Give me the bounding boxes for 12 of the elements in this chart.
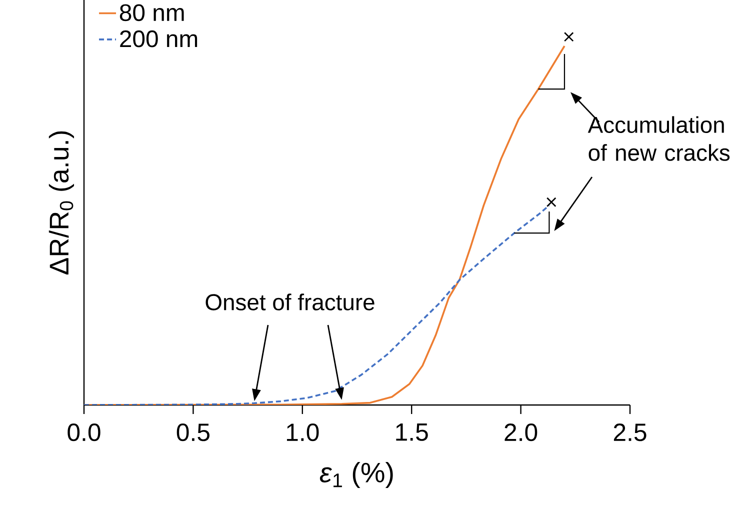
x-tick-label: 2.0 — [504, 424, 538, 442]
legend-label: 200 nm — [120, 30, 198, 48]
x-axis-title: ε$_{1}$ (%) — [320, 462, 393, 488]
x-tick-label: 1.0 — [286, 424, 319, 442]
x-tick-label: 2.5 — [614, 424, 646, 442]
y-axis-title: ΔR/R$_{0}$ (a.u.) — [48, 131, 74, 274]
x-tick-label: 0.5 — [176, 424, 210, 442]
annotation: Accumulation of new cracks — [588, 116, 730, 161]
annotation: Onset of fracture — [206, 294, 374, 310]
x-tick-label: 0.0 — [68, 424, 100, 442]
legend-label: 80 nm — [120, 4, 184, 22]
x-tick-label: 1.5 — [396, 424, 428, 441]
